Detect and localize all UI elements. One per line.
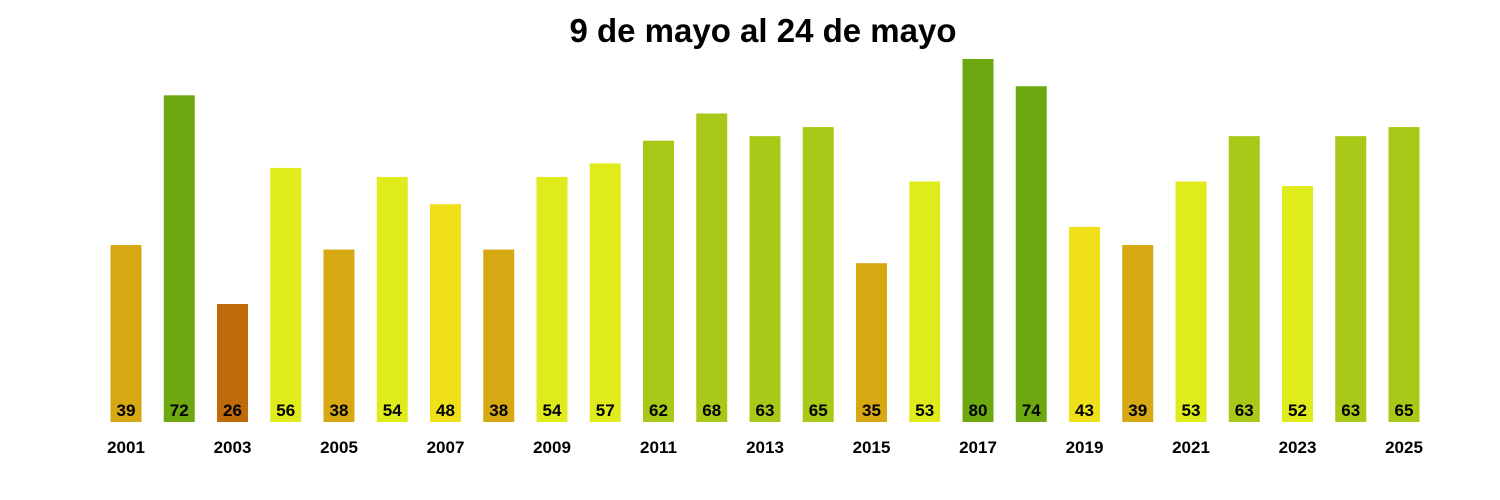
bar-2024 [1335,136,1367,422]
data-label-2012: 68 [702,401,721,420]
data-label-2025: 65 [1395,401,1414,420]
data-label-2014: 65 [809,401,828,420]
data-label-2009: 54 [543,401,562,420]
x-tick-label-2017: 2017 [959,438,997,457]
bar-2010 [589,163,621,423]
data-label-2021: 53 [1182,401,1201,420]
data-label-2002: 72 [170,401,189,420]
bar-2017 [962,59,994,422]
data-label-2020: 39 [1128,401,1147,420]
bar-2016 [909,181,941,422]
x-tick-label-2021: 2021 [1172,438,1210,457]
x-tick-label-2005: 2005 [320,438,358,457]
data-label-2019: 43 [1075,401,1094,420]
bar-2014 [802,127,834,422]
data-label-2017: 80 [969,401,988,420]
bar-2021 [1175,181,1207,422]
bar-2009 [536,176,568,422]
bar-2025 [1388,127,1420,422]
bar-2018 [1015,86,1047,422]
bar-2011 [643,140,674,422]
x-tick-label-2019: 2019 [1066,438,1104,457]
bar-2006 [376,176,408,422]
data-label-2015: 35 [862,401,881,420]
x-tick-label-2013: 2013 [746,438,784,457]
x-tick-label-2003: 2003 [214,438,252,457]
x-tick-label-2025: 2025 [1385,438,1423,457]
data-label-2010: 57 [596,401,615,420]
bar-2019 [1069,226,1100,422]
data-label-2013: 63 [756,401,775,420]
bar-2008 [483,249,515,422]
x-tick-label-2015: 2015 [853,438,891,457]
data-label-2003: 26 [223,401,242,420]
data-label-2023: 52 [1288,401,1307,420]
data-label-2018: 74 [1022,401,1041,420]
bar-2023 [1282,186,1313,422]
bar-2013 [749,136,781,422]
bar-2015 [856,263,887,422]
bar-2012 [696,113,728,422]
x-tick-label-2011: 2011 [640,438,677,457]
chart-title: 9 de mayo al 24 de mayo [569,12,957,49]
x-tick-label-2023: 2023 [1279,438,1317,457]
data-label-2024: 63 [1341,401,1360,420]
bar-2004 [270,167,302,422]
x-tick-label-2007: 2007 [427,438,465,457]
data-label-2006: 54 [383,401,402,420]
data-label-2005: 38 [330,401,349,420]
data-label-2011: 62 [649,401,668,420]
data-label-2016: 53 [915,401,934,420]
bar-2022 [1228,136,1260,422]
bar-2001 [110,245,142,422]
data-label-2001: 39 [117,401,136,420]
data-label-2004: 56 [276,401,295,420]
bar-2007 [430,204,461,422]
bar-2003 [217,304,248,422]
bar-2002 [163,95,195,423]
data-label-2007: 48 [436,401,455,420]
data-label-2022: 63 [1235,401,1254,420]
data-label-2008: 38 [489,401,508,420]
bar-2020 [1122,245,1154,422]
x-tick-label-2001: 2001 [107,438,145,457]
bar-2005 [323,249,355,422]
x-tick-label-2009: 2009 [533,438,571,457]
